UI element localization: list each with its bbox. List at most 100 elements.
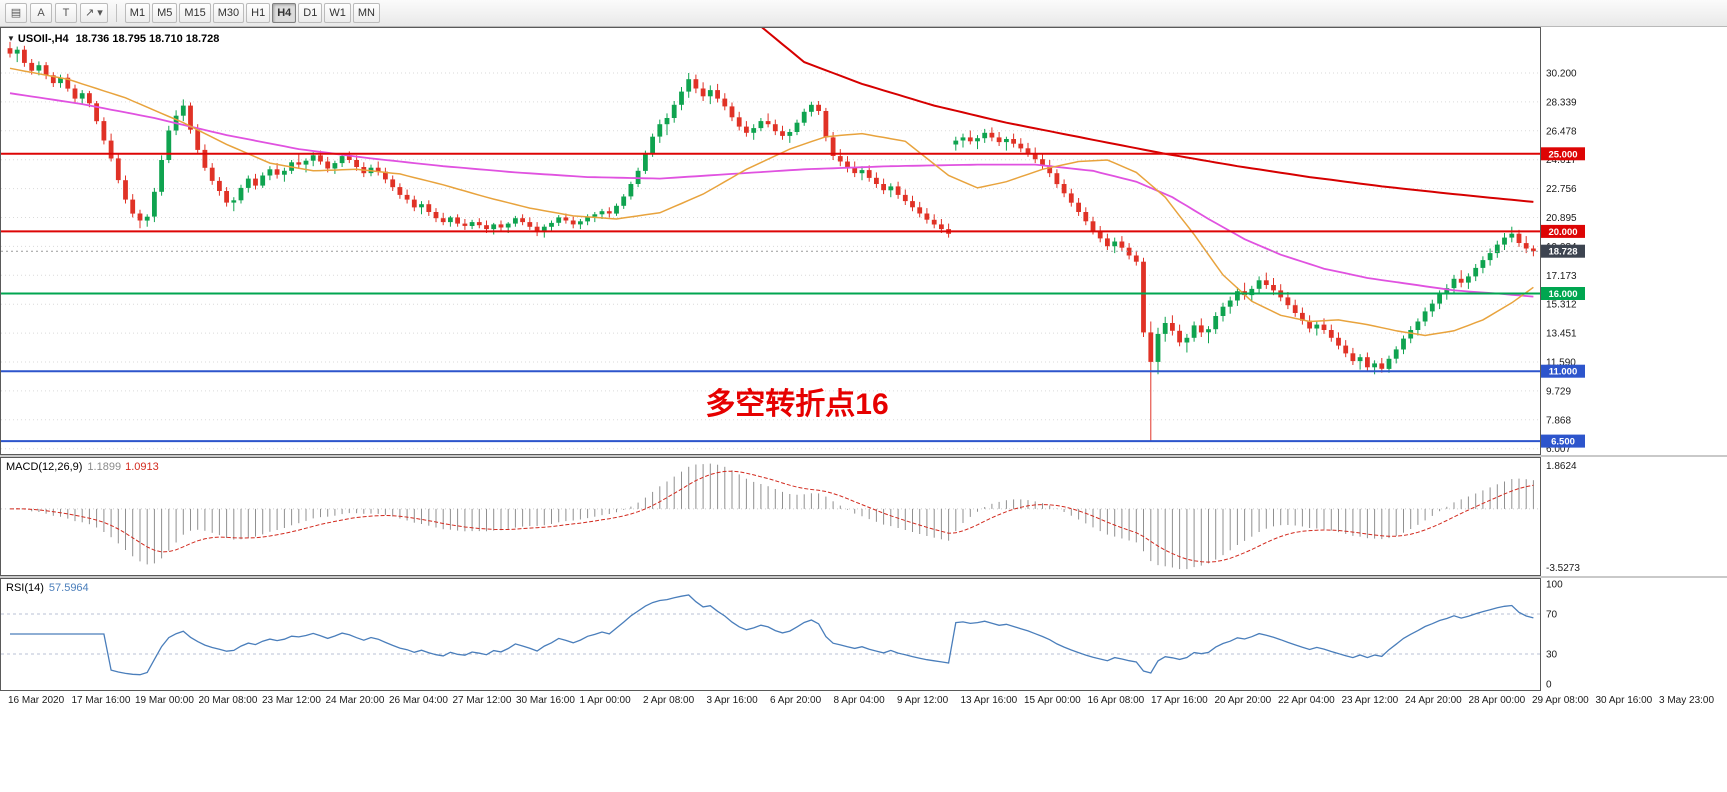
rsi-axis-label: 0 <box>1546 680 1552 691</box>
svg-text:11.000: 11.000 <box>1549 367 1578 378</box>
time-axis-label: 2 Apr 08:00 <box>643 695 695 706</box>
time-axis-label: 30 Mar 16:00 <box>516 695 575 706</box>
panel-divider[interactable] <box>0 455 1727 457</box>
price-badge <box>1541 224 1585 238</box>
price-axis-label: 28.339 <box>1546 97 1577 108</box>
price-badge <box>1541 434 1585 448</box>
rsi-axis-label: 30 <box>1546 650 1558 661</box>
price-chart[interactable]: 30.20028.33926.47824.61722.75620.89519.0… <box>0 27 1727 455</box>
time-axis-label: 24 Apr 20:00 <box>1405 695 1462 706</box>
svg-text:16.000: 16.000 <box>1548 289 1577 300</box>
toolbar: ▤ A T ↗ ▾ M1 M5 M15 M30 H1 H4 D1 W1 MN <box>0 0 1727 27</box>
ma-fast-orange <box>9 67 1534 337</box>
price-axis-label: 7.868 <box>1546 415 1571 426</box>
price-axis-label: 17.173 <box>1546 271 1577 282</box>
time-axis-label: 20 Mar 08:00 <box>198 695 258 706</box>
timeframe-mn-button[interactable]: MN <box>352 3 380 23</box>
price-axis-label: 22.756 <box>1546 184 1577 195</box>
time-axis-label: 13 Apr 16:00 <box>960 695 1018 706</box>
rsi-axis-label: 100 <box>1546 580 1563 591</box>
time-axis-label: 28 Apr 00:00 <box>1468 695 1526 706</box>
arrow-tool-icon[interactable]: ↗ ▾ <box>80 3 108 23</box>
time-axis-label: 8 Apr 04:00 <box>833 695 885 706</box>
time-axis-label: 1 Apr 00:00 <box>579 695 631 706</box>
macd-label: MACD(12,26,9) <box>6 461 83 473</box>
chart-grid-icon[interactable]: ▤ <box>5 3 27 23</box>
macd-plot-border <box>0 457 1541 576</box>
time-axis-label: 20 Apr 20:00 <box>1214 695 1272 706</box>
svg-text:18.728: 18.728 <box>1548 247 1577 258</box>
rsi-line <box>10 594 1534 676</box>
timeframe-m30-button[interactable]: M30 <box>212 3 245 23</box>
price-axis-label: 13.451 <box>1546 329 1577 340</box>
timeframe-d1-button[interactable]: D1 <box>298 3 323 23</box>
rsi-plot-border <box>0 578 1541 691</box>
rsi-axis-label: 70 <box>1546 610 1558 621</box>
time-axis-label: 29 Apr 08:00 <box>1532 695 1589 706</box>
macd-signal-value: 1.0913 <box>125 461 159 473</box>
time-axis-label: 6 Apr 20:00 <box>770 695 822 706</box>
timeframe-w1-button[interactable]: W1 <box>324 3 351 23</box>
timeframe-m5-button[interactable]: M5 <box>152 3 178 23</box>
time-axis-label: 9 Apr 12:00 <box>897 695 949 706</box>
rsi-title: RSI(14) 57.5964 <box>6 582 89 594</box>
timeframe-m15-button[interactable]: M15 <box>179 3 211 23</box>
time-axis[interactable]: 16 Mar 2020 17 Mar 16:00 19 Mar 00:00 20 Ma… <box>0 691 1727 713</box>
collapse-icon[interactable]: ▼ <box>7 34 15 43</box>
time-axis-label: 23 Apr 12:00 <box>1341 695 1399 706</box>
time-axis-label: 30 Apr 16:00 <box>1595 695 1653 706</box>
ma-slow-red <box>761 28 1534 203</box>
text-tool-icon[interactable]: T <box>55 3 77 23</box>
time-axis-label: 17 Mar 16:00 <box>71 695 131 706</box>
time-axis-label: 26 Mar 04:00 <box>389 695 448 706</box>
ohlc-values: 18.736 18.795 18.710 18.728 <box>75 33 220 45</box>
macd-value: 1.1899 <box>87 461 122 473</box>
svg-text:20.000: 20.000 <box>1548 227 1577 238</box>
annotation-text: 多空转折点16 <box>705 388 888 421</box>
price-axis-label: 9.729 <box>1546 386 1571 397</box>
price-badge <box>1541 244 1585 258</box>
macd-panel[interactable]: 1.8624 -3.5273 <box>0 457 1727 576</box>
rsi-panel[interactable]: 100 70 30 0 <box>0 578 1727 691</box>
macd-axis-max: 1.8624 <box>1546 461 1577 472</box>
timeframe-h1-button[interactable]: H1 <box>246 3 271 23</box>
time-axis-label: 19 Mar 00:00 <box>135 695 194 706</box>
toolbar-icons: ▤ A T ↗ ▾ <box>5 3 108 23</box>
time-axis-label: 17 Apr 16:00 <box>1151 695 1208 706</box>
macd-signal-line <box>9 470 1534 563</box>
price-badge <box>1541 287 1585 300</box>
price-axis-label: 20.895 <box>1546 213 1577 224</box>
macd-histogram <box>16 463 1534 570</box>
panel-divider[interactable] <box>0 576 1727 578</box>
chart-title: ▼ USOIl-,H4 18.736 18.795 18.710 18.728 <box>7 33 219 45</box>
time-axis-label: 27 Mar 12:00 <box>452 695 512 706</box>
price-badge <box>1541 147 1585 161</box>
time-axis-label: 15 Apr 00:00 <box>1024 695 1081 706</box>
time-axis-label: 24 Mar 20:00 <box>325 695 385 706</box>
svg-text:6.500: 6.500 <box>1551 437 1575 448</box>
time-axis-label: 22 Apr 04:00 <box>1278 695 1335 706</box>
time-axis-label: 23 Mar 12:00 <box>262 695 321 706</box>
time-axis-label: 3 May 23:00 <box>1659 695 1715 706</box>
svg-text:25.000: 25.000 <box>1548 149 1577 160</box>
price-axis-label: 11.590 <box>1546 358 1576 369</box>
timeframe-m1-button[interactable]: M1 <box>124 3 151 23</box>
text-label-icon[interactable]: A <box>30 3 52 23</box>
macd-axis-min: -3.5273 <box>1546 563 1580 574</box>
price-axis-label: 26.478 <box>1546 126 1577 137</box>
main-plot-border <box>0 27 1541 455</box>
time-axis-label: 16 Apr 08:00 <box>1087 695 1145 706</box>
candles-layer <box>7 41 1536 442</box>
timeframe-buttons: M1 M5 M15 M30 H1 H4 D1 W1 MN <box>124 3 380 23</box>
price-axis-label: 15.312 <box>1546 300 1577 311</box>
price-axis-label: 30.200 <box>1546 69 1577 80</box>
price-axis-label: 6.007 <box>1546 444 1571 455</box>
rsi-value: 57.5964 <box>48 582 89 594</box>
timeframe-h4-button[interactable]: H4 <box>272 3 297 23</box>
ma-mid-magenta <box>9 92 1534 298</box>
time-axis-label: 3 Apr 16:00 <box>706 695 758 706</box>
time-axis-label: 16 Mar 2020 <box>8 695 65 706</box>
price-axis-label: 24.617 <box>1546 155 1577 166</box>
symbol-timeframe: USOIl-,H4 <box>17 33 69 45</box>
